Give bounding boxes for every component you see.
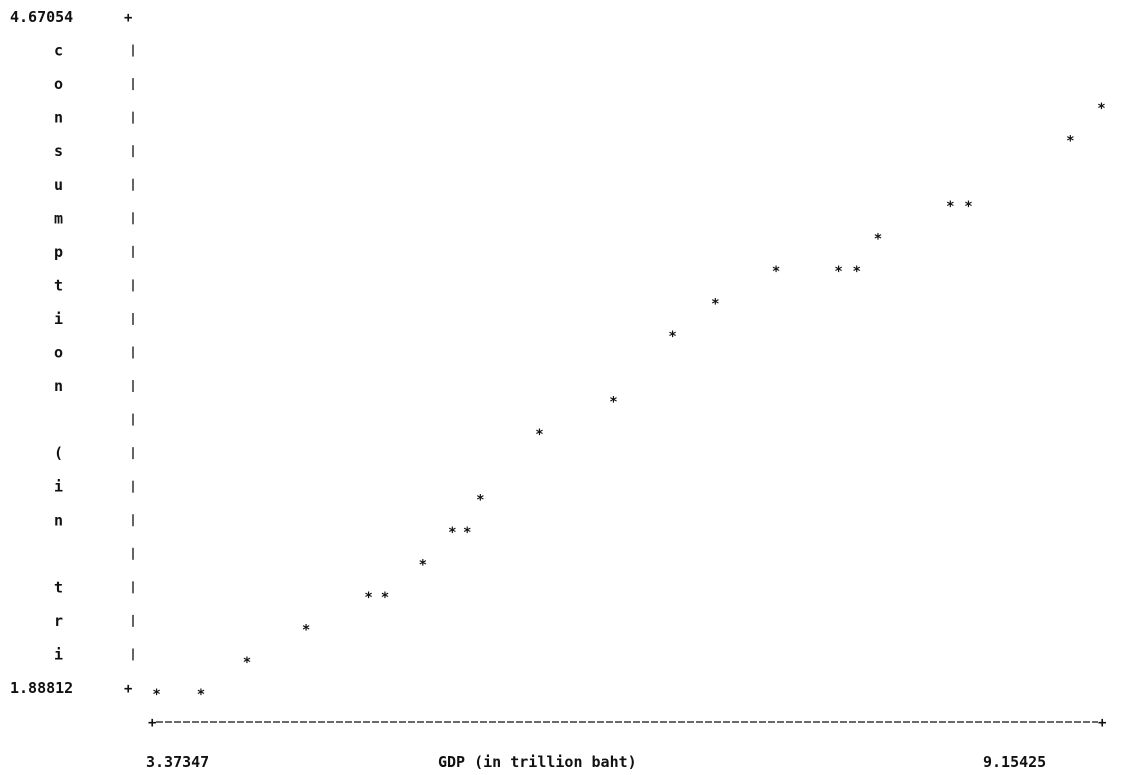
data-point: * bbox=[834, 264, 842, 280]
data-point: * bbox=[381, 590, 389, 606]
y-axis-label-char: t bbox=[54, 276, 63, 294]
y-axis-label-char: n bbox=[54, 511, 63, 529]
data-point: * bbox=[364, 590, 372, 606]
y-axis-label-char: p bbox=[54, 243, 63, 261]
y-axis-label-char: t bbox=[54, 578, 63, 596]
data-point: * bbox=[152, 687, 160, 703]
data-point: * bbox=[448, 525, 456, 541]
x-axis-plus-left: + bbox=[148, 715, 156, 731]
x-axis-title: GDP (in trillion baht) bbox=[438, 753, 637, 771]
y-tick-mark-bottom: + bbox=[124, 681, 132, 697]
data-point: * bbox=[302, 623, 310, 639]
data-point: * bbox=[535, 427, 543, 443]
y-axis-label-char: n bbox=[54, 109, 63, 127]
data-point: * bbox=[609, 395, 617, 411]
data-point: * bbox=[1066, 134, 1074, 150]
y-axis-label-char: ( bbox=[54, 444, 63, 462]
data-points: * * * * * * * * * * * * * * * * * * * * * * bbox=[152, 101, 1105, 703]
data-point: * bbox=[668, 329, 676, 345]
y-axis-label-char: o bbox=[54, 75, 63, 93]
y-axis-label-char: r bbox=[54, 612, 63, 630]
data-point: * bbox=[852, 264, 860, 280]
y-axis-label-char: i bbox=[54, 645, 63, 663]
data-point: * bbox=[463, 525, 471, 541]
data-point: * bbox=[874, 231, 882, 247]
data-point: * bbox=[772, 264, 780, 280]
data-point: * bbox=[1097, 101, 1105, 117]
y-axis-label-char: m bbox=[54, 209, 63, 227]
y-tick-label-bottom: 1.88812 bbox=[10, 679, 73, 697]
y-axis-label-char: o bbox=[54, 344, 63, 362]
data-point: * bbox=[964, 199, 972, 215]
y-axis-label-char: c bbox=[54, 42, 63, 60]
y-axis-label-char: s bbox=[54, 142, 63, 160]
y-tick-mark-top: + bbox=[124, 10, 132, 26]
y-axis-label-char: n bbox=[54, 377, 63, 395]
data-point: * bbox=[476, 492, 484, 508]
y-axis-label-char: i bbox=[54, 310, 63, 328]
data-point: * bbox=[197, 687, 205, 703]
y-axis-label-char: u bbox=[54, 176, 63, 194]
data-point: * bbox=[711, 297, 719, 313]
y-tick-label-top: 4.67054 bbox=[10, 8, 73, 26]
x-tick-label-left: 3.37347 bbox=[146, 753, 209, 771]
data-point: * bbox=[946, 199, 954, 215]
x-axis-line: + + bbox=[148, 715, 1106, 731]
data-point: * bbox=[419, 558, 427, 574]
data-point: * bbox=[243, 655, 251, 671]
x-axis-plus-right: + bbox=[1098, 715, 1106, 731]
y-axis-label-char: i bbox=[54, 478, 63, 496]
x-tick-label-right: 9.15425 bbox=[983, 753, 1046, 771]
